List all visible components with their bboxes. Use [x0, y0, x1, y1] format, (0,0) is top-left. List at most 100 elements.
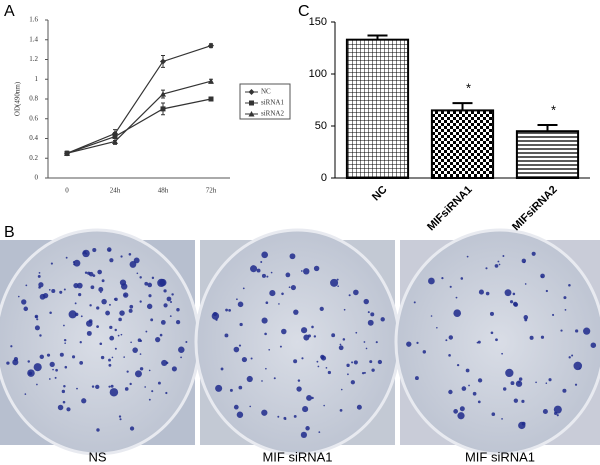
colony — [311, 325, 314, 329]
colony — [233, 346, 240, 353]
colony — [163, 303, 168, 308]
colony — [160, 319, 166, 325]
colony — [21, 299, 27, 305]
colony — [24, 393, 27, 395]
colony — [270, 271, 273, 274]
colony — [293, 414, 297, 418]
colony — [113, 298, 116, 301]
colony — [233, 404, 239, 410]
colony — [342, 338, 346, 341]
colony — [68, 310, 77, 319]
colony — [339, 343, 342, 346]
colony — [331, 333, 336, 338]
colony — [350, 380, 355, 385]
colony — [185, 341, 188, 344]
colony — [498, 263, 501, 266]
colony — [50, 262, 53, 265]
colony — [71, 355, 76, 359]
colony — [228, 309, 231, 312]
y-tick-label: 1.4 — [29, 35, 38, 43]
colony — [12, 359, 19, 366]
plate — [394, 228, 600, 456]
colony — [39, 293, 46, 300]
y-tick-label: 150 — [309, 16, 327, 28]
colony — [268, 348, 271, 351]
colony — [36, 318, 39, 321]
legend-box — [239, 83, 291, 120]
colony — [502, 387, 507, 391]
colony — [27, 369, 35, 377]
colony — [523, 261, 526, 264]
colony — [91, 385, 95, 388]
colony — [277, 415, 280, 418]
colony — [63, 324, 65, 327]
colony — [542, 408, 548, 415]
colony — [130, 341, 132, 344]
colony — [139, 367, 144, 371]
colony — [560, 329, 563, 332]
colony — [531, 251, 536, 256]
colony — [305, 426, 310, 431]
colony — [96, 428, 100, 432]
colony — [518, 377, 523, 381]
colony — [76, 387, 78, 390]
colony — [249, 405, 252, 408]
colony — [472, 391, 477, 396]
colony — [137, 338, 142, 342]
marker — [160, 91, 166, 97]
colony — [46, 353, 51, 357]
colony — [90, 285, 95, 290]
colony — [568, 356, 571, 359]
colony — [269, 290, 276, 297]
colony — [63, 384, 66, 388]
colony — [146, 303, 153, 310]
colony — [124, 387, 129, 391]
colony — [178, 346, 185, 354]
colony — [441, 277, 444, 280]
colony — [49, 311, 52, 315]
colony — [64, 365, 68, 369]
colony — [220, 367, 224, 371]
colony — [300, 270, 303, 272]
colony — [375, 341, 378, 344]
colony — [86, 330, 92, 336]
colony — [129, 426, 135, 431]
colony — [180, 356, 182, 359]
y-tick-label: 1 — [35, 75, 39, 83]
bar — [345, 38, 410, 180]
colony — [165, 391, 168, 395]
colony — [343, 308, 346, 311]
colony — [54, 376, 57, 379]
colony — [540, 273, 545, 279]
colony — [448, 335, 454, 340]
colony — [300, 431, 308, 438]
colony — [36, 383, 38, 386]
x-tick-label: 24h — [110, 187, 121, 195]
colony — [281, 328, 287, 335]
colony — [34, 314, 39, 319]
colony — [317, 365, 320, 368]
colony — [448, 389, 453, 395]
colony — [545, 382, 548, 385]
colony — [553, 405, 562, 414]
colony — [128, 253, 132, 256]
colony — [65, 256, 68, 259]
colony — [97, 269, 102, 275]
colony — [460, 277, 464, 280]
colony — [306, 395, 312, 401]
colony — [123, 356, 125, 358]
colony — [348, 294, 351, 297]
colony — [448, 354, 451, 357]
colony — [453, 409, 458, 414]
colony — [114, 328, 117, 332]
colony — [82, 249, 90, 258]
colony — [504, 289, 512, 297]
colony — [83, 251, 87, 254]
marker — [160, 58, 166, 65]
colony — [88, 271, 94, 277]
colony — [261, 273, 266, 278]
colony — [495, 338, 498, 342]
colony — [51, 288, 56, 294]
y-tick-label: 0 — [321, 172, 327, 184]
colony — [73, 259, 81, 267]
